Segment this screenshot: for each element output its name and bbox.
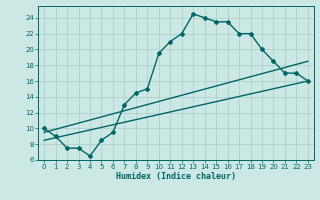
X-axis label: Humidex (Indice chaleur): Humidex (Indice chaleur) [116,172,236,181]
